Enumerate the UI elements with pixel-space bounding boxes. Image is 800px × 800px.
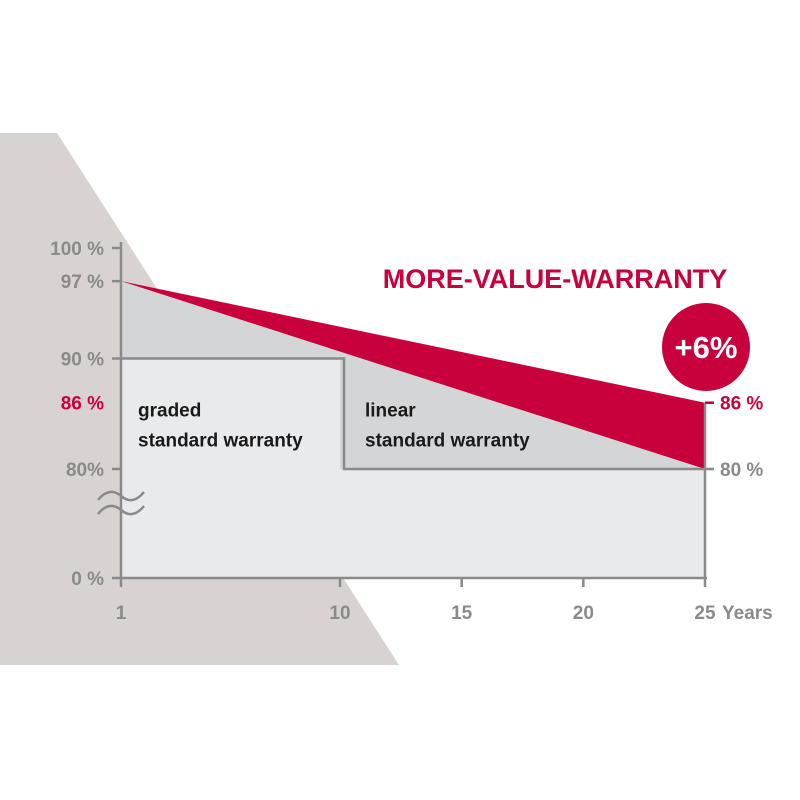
y-tick-label: 0 % [71, 569, 104, 590]
chart-areas [121, 281, 705, 578]
graded-warranty-label: graded [138, 401, 201, 422]
x-tick-label: 25 [694, 603, 716, 624]
more-value-warranty-area [121, 281, 705, 469]
x-tick-label: 10 [329, 603, 350, 624]
y-tick-label: 80% [66, 460, 104, 481]
chart-labels: 100 % 97 % 90 % 86 % 80% 0 % 86 % 80 % 1 10 15 20 25… [50, 239, 773, 624]
axis-break-upper [97, 490, 145, 502]
x-tick-label: 20 [573, 603, 594, 624]
graded-warranty-label: standard warranty [138, 431, 303, 452]
x-tick-label: 1 [116, 603, 127, 624]
y-tick-label: 100 % [50, 239, 104, 260]
bonus-badge-label: +6% [675, 330, 738, 365]
y-tick-label: 86 % [61, 394, 104, 415]
chart-axes [97, 242, 714, 587]
linear-warranty-label: linear [365, 401, 416, 422]
x-axis-unit-label: Years [722, 603, 773, 624]
chart-title: MORE-VALUE-WARRANTY [383, 264, 727, 294]
y-tick-label: 90 % [61, 350, 104, 371]
chart-title-group: MORE-VALUE-WARRANTY +6% [383, 264, 750, 391]
linear-warranty-label: standard warranty [365, 431, 530, 452]
bonus-badge [662, 303, 750, 391]
graded-warranty-area [121, 358, 705, 578]
graded-warranty-line [121, 357, 705, 471]
right-tick-label: 80 % [720, 460, 763, 481]
right-tick-label: 86 % [720, 394, 763, 415]
x-tick-label: 15 [451, 603, 473, 624]
y-tick-label: 97 % [61, 272, 104, 293]
axis-break-lower [97, 504, 145, 516]
